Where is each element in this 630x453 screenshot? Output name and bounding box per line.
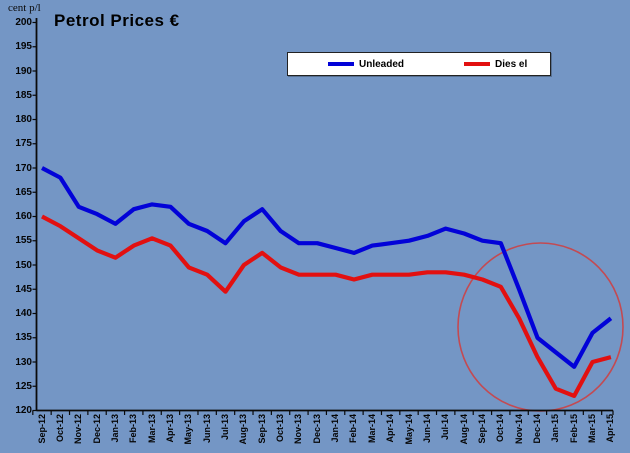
x-tick-label: Mar-15 [587,414,597,444]
y-tick-label: 175 [15,138,32,150]
x-tick-label: Jun-14 [421,414,432,444]
y-tick-label: 155 [15,235,32,247]
legend-label: Dies el [495,58,528,70]
y-tick-label: 185 [15,89,32,101]
legend-swatch-diesel [464,62,491,66]
x-tick-label: Jun-13 [201,414,212,444]
legend-item-diesel: Dies el [464,59,527,70]
y-tick-label: 130 [15,356,32,368]
y-tick-label: 145 [15,283,32,295]
chart-title: Petrol Prices € [54,11,180,30]
x-tick-label: Jul-13 [220,414,230,441]
y-tick-label: 170 [15,162,32,174]
x-tick-label: Apr-14 [385,414,396,443]
y-tick-label: 150 [15,259,32,271]
y-tick-label: 140 [15,308,32,319]
x-tick-label: Sep-12 [36,414,47,444]
x-tick-label: Oct-14 [495,414,506,443]
y-tick-label: 165 [15,186,32,198]
y-tick-label: 125 [15,380,32,392]
series-line-unleaded [41,166,613,369]
x-tick-label: Oct-12 [54,414,65,443]
y-tick-label: 190 [15,65,32,77]
legend-label: Unleaded [359,58,405,70]
x-tick-label: Jan-13 [109,414,120,443]
x-tick-label: Dec-12 [91,414,102,444]
x-tick-label: Apr-15 [605,414,616,443]
legend-swatch-unleaded [328,62,354,66]
x-tick-label: Dec-14 [531,414,542,444]
x-tick-label: Jan-14 [330,414,341,443]
x-tick-label: Mar-13 [146,414,157,444]
x-tick-label: May-14 [403,414,414,445]
y-tick-label: 135 [15,332,32,344]
x-tick-label: Nov-12 [73,414,84,445]
y-tick-label: 195 [15,41,32,53]
x-tick-label: Nov-14 [513,414,524,445]
x-tick-label: Jan-15 [550,414,561,443]
series-line-diesel [41,214,612,398]
x-tick-label: Sep-14 [476,414,487,444]
x-tick-label: Apr-13 [164,414,175,443]
legend: Unleaded Dies el [287,52,551,76]
x-tick-label: Sep-13 [256,414,267,444]
y-tick-label: 200 [15,17,32,28]
x-tick-label: Nov-13 [293,414,304,445]
y-tick-label: 120 [15,405,32,416]
legend-item-unleaded: Unleaded [328,59,404,70]
y-tick-label: 160 [15,211,32,222]
x-tick-label: Feb-15 [568,414,579,444]
x-tick-label: Feb-14 [348,414,359,444]
y-tick-label: 180 [15,114,32,125]
x-tick-label: Aug-13 [238,414,249,445]
x-tick-label: Mar-14 [366,414,377,444]
y-axis-unit-label: cent p/l [8,2,41,14]
x-tick-label: Dec-13 [311,414,322,444]
x-tick-label: Oct-13 [275,414,286,443]
x-tick-label: Feb-13 [128,414,139,444]
x-tick-label: Jul-14 [440,414,451,441]
x-tick-label: May-13 [183,414,194,445]
x-tick-label: Aug-14 [458,414,469,445]
